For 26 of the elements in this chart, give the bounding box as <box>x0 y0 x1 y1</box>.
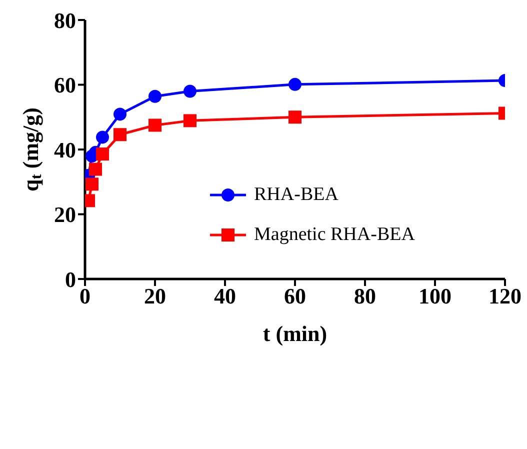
x-tick-label: 80 <box>354 284 376 309</box>
point <box>89 162 102 176</box>
point <box>148 118 162 132</box>
point <box>114 128 126 142</box>
legend-label: Magnetic RHA-BEA <box>254 224 415 246</box>
point <box>184 114 196 128</box>
y-tick-label: 60 <box>54 72 76 98</box>
y-tick-label: 20 <box>54 202 76 228</box>
x-tick-label: 60 <box>284 284 306 309</box>
point <box>96 148 109 161</box>
point <box>96 130 109 144</box>
y-tick-label: 0 <box>65 266 76 292</box>
x-tick-label: 120 <box>488 284 522 309</box>
x-tick-label: 40 <box>214 284 236 309</box>
x-tick-label: 20 <box>144 284 166 309</box>
point <box>148 90 162 103</box>
point <box>114 108 126 121</box>
x-axis-title: t (min) <box>262 321 328 346</box>
point <box>288 78 302 91</box>
y-tick-label: 80 <box>54 8 76 33</box>
point <box>184 84 196 98</box>
y-tick-label: 40 <box>54 137 76 162</box>
legend-label: RHA-BEA <box>254 184 338 206</box>
point <box>288 110 302 124</box>
x-tick-label: 100 <box>418 284 452 309</box>
point <box>86 178 98 191</box>
